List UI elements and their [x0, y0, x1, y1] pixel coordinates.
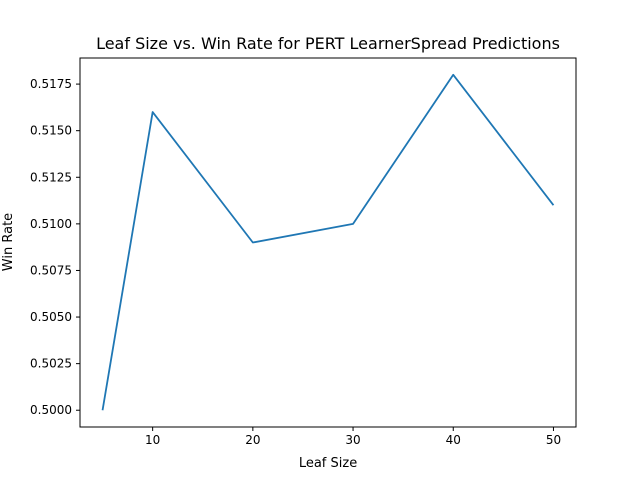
y-tick-label: 0.5125: [30, 170, 72, 184]
x-tick-label: 50: [546, 433, 561, 447]
y-tick-label: 0.5025: [30, 357, 72, 371]
x-tick-label: 30: [345, 433, 360, 447]
y-tick-label: 0.5000: [30, 403, 72, 417]
y-tick-label: 0.5100: [30, 217, 72, 231]
y-tick-label: 0.5050: [30, 310, 72, 324]
y-tick-label: 0.5150: [30, 124, 72, 138]
y-axis-label: Win Rate: [1, 213, 16, 271]
x-axis-label: Leaf Size: [299, 456, 357, 471]
axes-frame: [79, 57, 577, 428]
chart-title: Leaf Size vs. Win Rate for PERT LearnerS…: [96, 34, 560, 53]
x-tick-label: 20: [245, 433, 260, 447]
y-tick-label: 0.5075: [30, 263, 72, 277]
x-tick-label: 40: [446, 433, 461, 447]
y-tick-label: 0.5175: [30, 77, 72, 91]
series-line: [101, 73, 555, 411]
x-tick-label: 10: [145, 433, 160, 447]
plot-area: 10 20 30 40 50 0.5000 0.5025 0.5050 0.5075 0.5100…: [30, 73, 561, 447]
